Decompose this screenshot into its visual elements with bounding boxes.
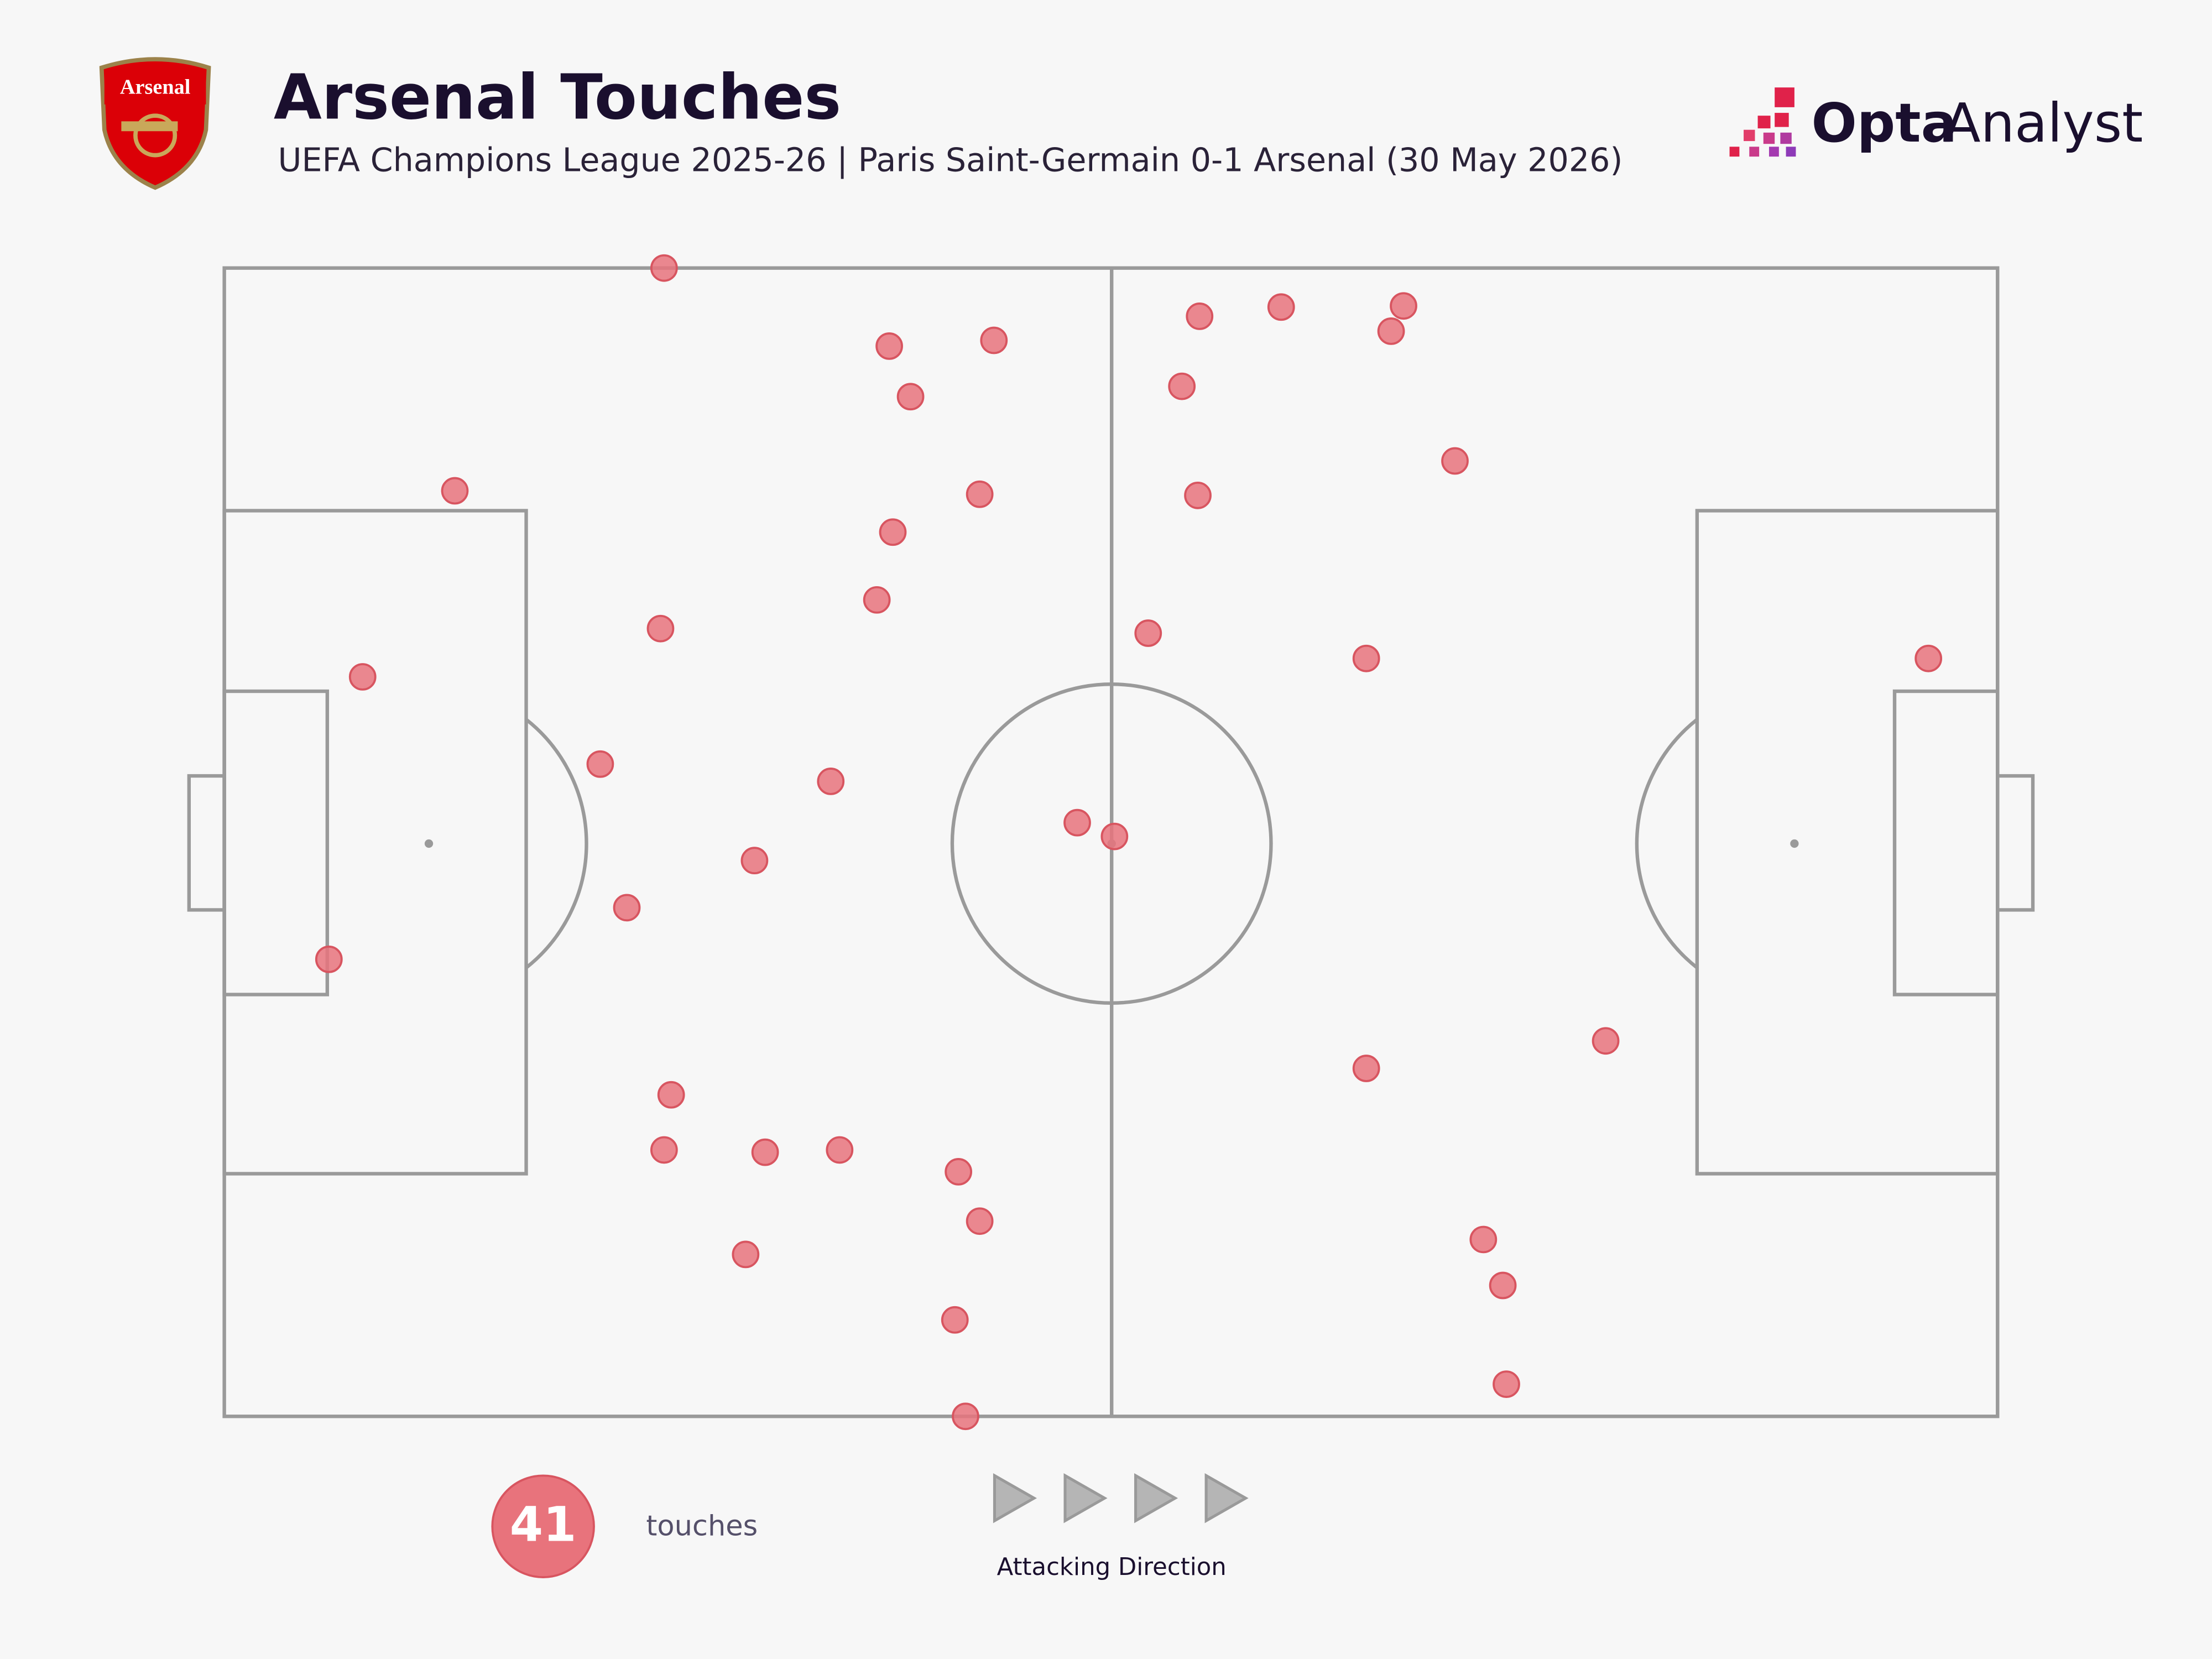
touch-point: [826, 1136, 854, 1164]
touch-point: [1063, 808, 1091, 837]
touch-point: [1390, 292, 1417, 320]
touch-point: [941, 1306, 969, 1334]
touch-point: [980, 326, 1008, 354]
penalty-spot: [424, 839, 434, 848]
touch-point: [896, 383, 925, 411]
crest-text: Arsenal: [120, 75, 190, 98]
touch-point: [952, 1402, 979, 1431]
touch-point: [650, 1136, 678, 1164]
touch-point: [1267, 293, 1295, 321]
touch-point: [1352, 644, 1380, 672]
touch-point: [348, 663, 377, 691]
chart-title: Arsenal Touches: [274, 61, 841, 133]
touch-point: [1489, 1271, 1517, 1300]
crest: Arsenal: [99, 57, 211, 190]
touches: [315, 254, 1943, 1431]
touch-point: [1186, 302, 1214, 330]
direction-arrows: [993, 1473, 1249, 1524]
touch-point: [863, 586, 891, 614]
touch-point: [613, 894, 641, 922]
touch-point: [1100, 822, 1129, 851]
total-label: touches: [646, 1510, 758, 1543]
touch-point: [1493, 1370, 1520, 1398]
penalty-spot: [1790, 839, 1799, 848]
touch-point: [586, 750, 614, 778]
touch-point: [751, 1138, 779, 1166]
touch-point: [966, 480, 994, 508]
touch-point: [732, 1240, 760, 1269]
touch-point: [817, 768, 845, 795]
touch-point: [646, 614, 675, 643]
touch-point: [1469, 1225, 1498, 1254]
legend: 41 touches Attacking Direction: [491, 1473, 1249, 1581]
touch-point: [1377, 317, 1405, 345]
touch-point: [740, 847, 769, 875]
touch-point: [650, 254, 678, 282]
touch-point: [1184, 481, 1212, 509]
total-count: 41: [510, 1497, 577, 1553]
brand-logo: [1729, 87, 1796, 157]
touch-point: [315, 945, 343, 973]
touch-point: [1592, 1027, 1620, 1055]
direction-label: Attacking Direction: [997, 1553, 1227, 1581]
touch-point: [657, 1081, 685, 1109]
touch-point: [1134, 619, 1162, 647]
brand-name: Opta: [1812, 92, 1958, 154]
touch-point: [1441, 447, 1469, 475]
brand-name: Analyst: [1944, 92, 2143, 154]
chart-subtitle: UEFA Champions League 2025-26 | Paris Sa…: [278, 141, 1623, 179]
touch-point: [1914, 644, 1943, 672]
pitch: [187, 266, 2035, 1418]
total-badge: [491, 1474, 595, 1578]
touch-point: [1168, 372, 1196, 400]
touch-point: [945, 1158, 973, 1186]
touch-point: [875, 332, 903, 360]
touch-point: [879, 518, 907, 546]
touch-point: [1352, 1055, 1380, 1082]
touch-point: [441, 477, 469, 505]
touch-point: [966, 1207, 994, 1235]
